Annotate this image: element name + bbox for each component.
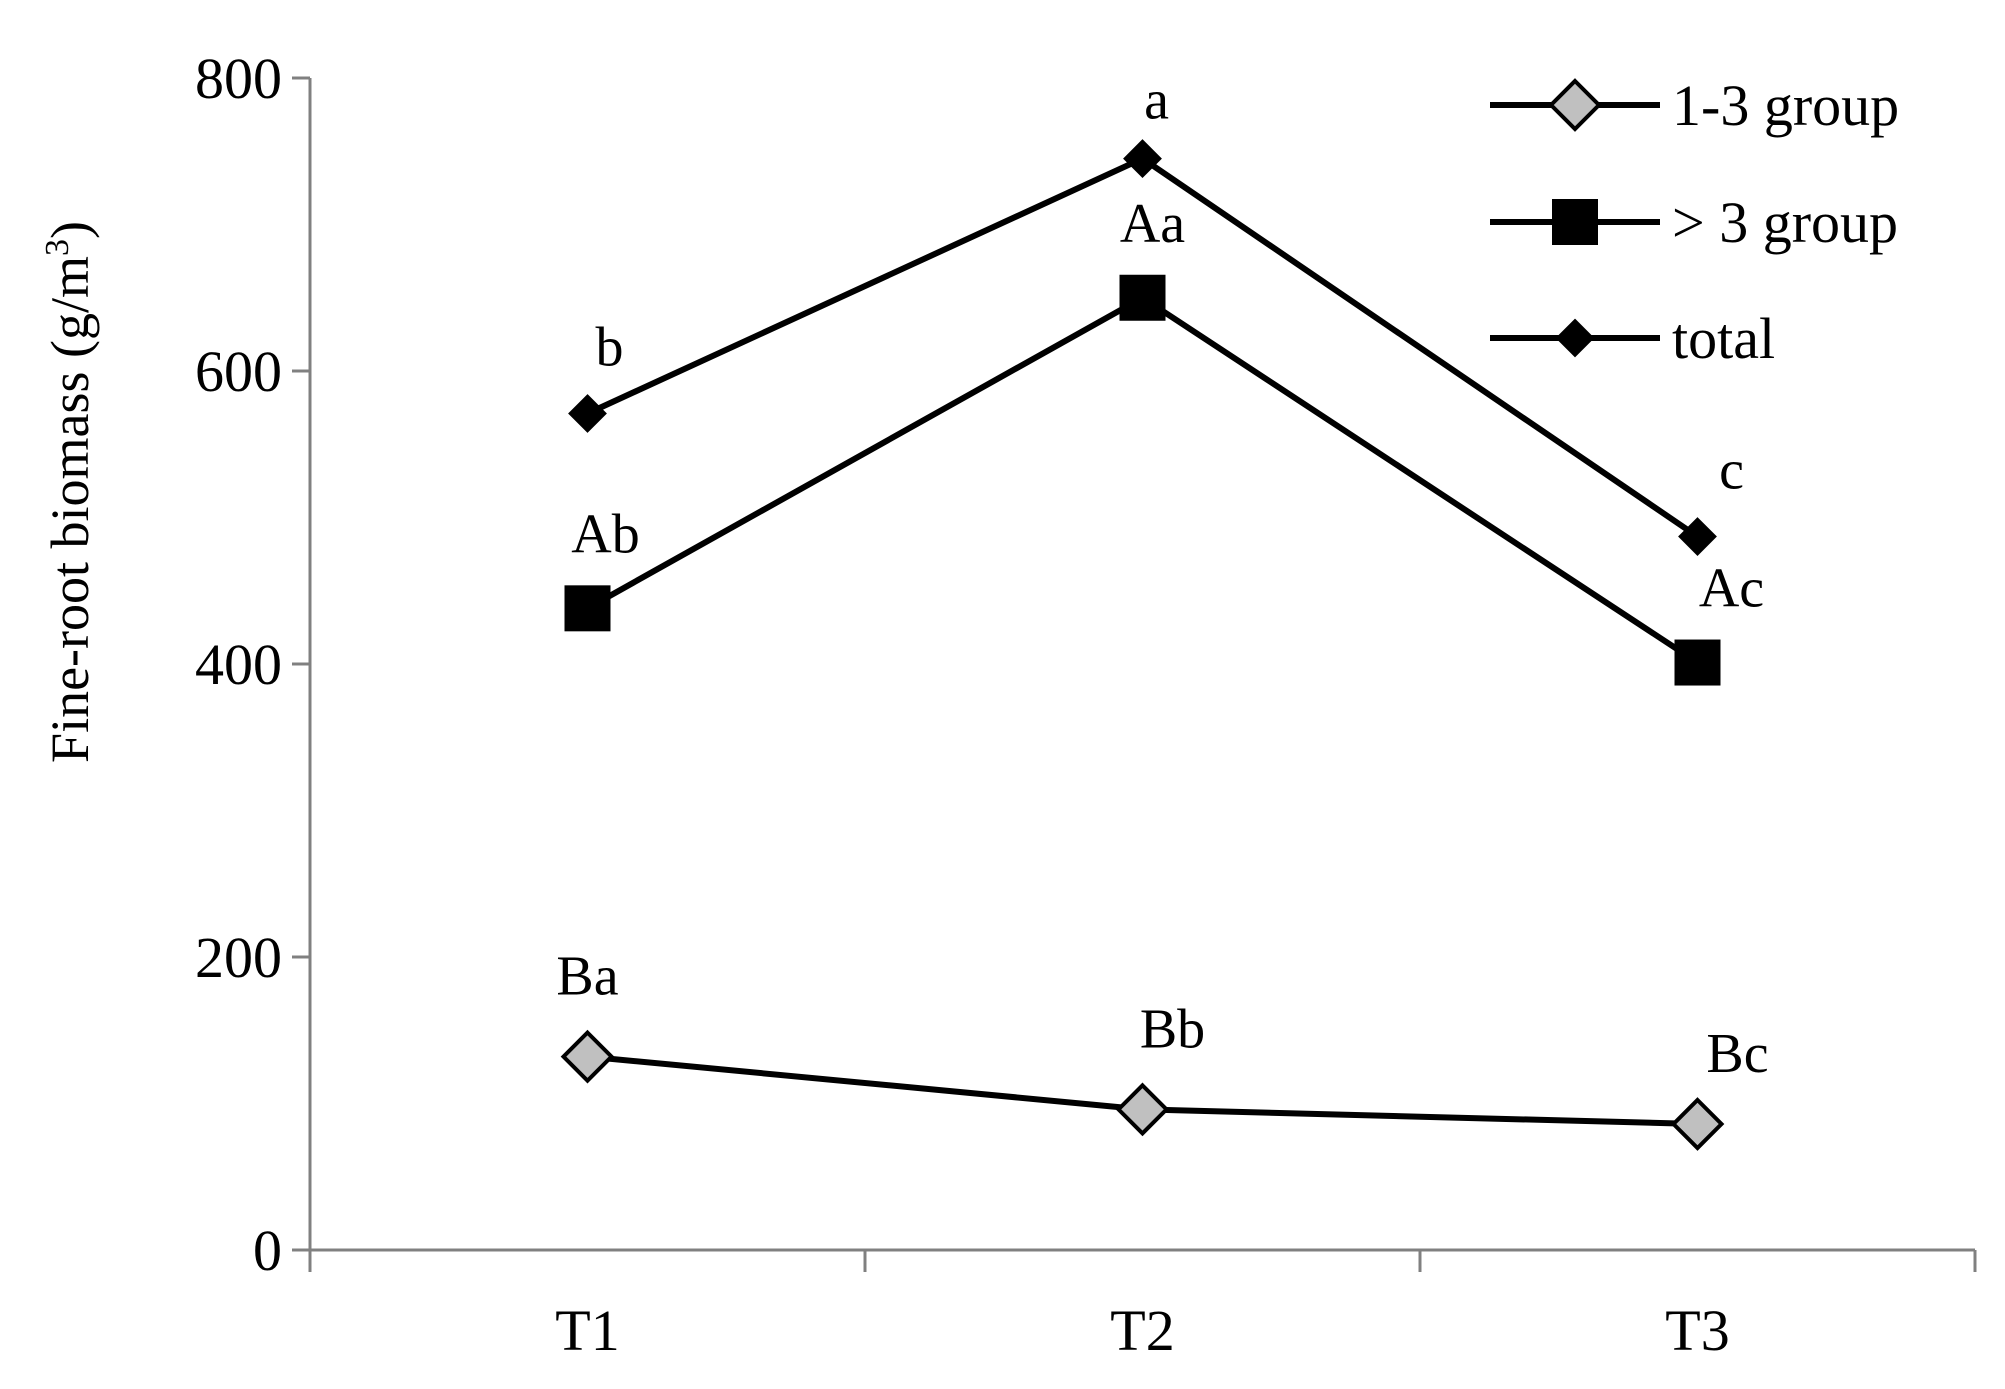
legend-label-0: 1-3 group [1672,73,1899,138]
data-label-1-0: Ab [571,503,639,565]
data-label-2-1: a [1144,70,1169,132]
data-point-0-0 [560,1029,615,1084]
x-tick-label-T2: T2 [1110,1298,1174,1363]
data-point-2-0 [568,394,607,433]
y-axis-title-superscript: 3 [39,239,76,256]
series-layer: Ba Bb Bc Ab Aa Ac b a c [556,70,1769,1151]
data-label-0-1: Bb [1140,998,1205,1060]
legend-item-1: > 3 group [1490,190,1898,255]
legend-item-2: total [1490,306,1775,371]
y-tick-label-600: 600 [195,339,282,404]
legend-item-0: 1-3 group [1490,73,1899,138]
data-label-0-0: Ba [556,946,618,1008]
data-point-2-2 [1678,517,1717,556]
data-label-0-2: Bc [1706,1023,1768,1085]
data-label-1-2: Ac [1699,558,1764,620]
legend-label-1: > 3 group [1672,190,1898,255]
y-axis-title-text: Fine-root biomass (g/m [40,256,100,763]
y-tick-label-200: 200 [195,925,282,990]
legend: 1-3 group > 3 group total [1490,73,1899,371]
legend-marker-2 [1555,318,1595,358]
axes: 0 200 400 600 800 T1 T2 T3 [195,46,1977,1363]
y-tick-label-0: 0 [253,1218,282,1283]
series-line-1 [586,294,1700,666]
data-label-1-1: Aa [1120,193,1185,255]
series-2: b a c [568,70,1744,556]
data-label-2-0: b [596,316,624,378]
legend-marker-0 [1548,78,1602,132]
y-tick-label-800: 800 [195,46,282,111]
data-point-1-2 [1674,639,1721,686]
legend-marker-1 [1552,199,1598,245]
y-tick-label-400: 400 [195,632,282,697]
y-axis-title-close: ) [40,221,100,239]
series-1: Ab Aa Ac [564,193,1764,686]
legend-label-2: total [1672,306,1775,371]
data-point-0-2 [1670,1097,1725,1151]
series-0: Ba Bb Bc [556,946,1769,1151]
y-axis-title: Fine-root biomass (g/m3) [39,221,100,763]
x-tick-label-T3: T3 [1665,1298,1729,1363]
x-tick-label-T1: T1 [555,1298,619,1363]
data-label-2-2: c [1719,440,1744,502]
data-point-1-1 [1119,274,1166,321]
data-point-2-1 [1123,139,1162,178]
data-point-1-0 [564,585,611,632]
data-point-0-1 [1115,1082,1170,1137]
